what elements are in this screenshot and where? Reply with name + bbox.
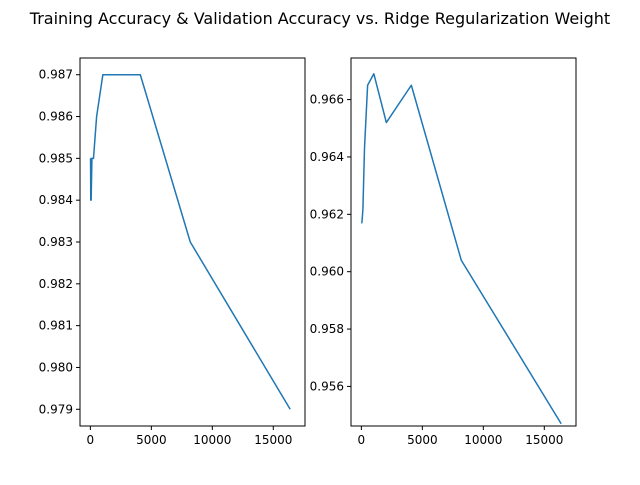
training-accuracy-x-tick-label: 15000 xyxy=(254,433,292,447)
training-accuracy-axes: 0 5000 10000 15000 0.979 0.980 0.981 0.982 0.983… xyxy=(39,57,306,447)
validation-accuracy-x-tick-label: 10000 xyxy=(464,433,502,447)
training-accuracy-y-tick-label: 0.984 xyxy=(39,193,73,207)
training-accuracy-y-tick-label: 0.983 xyxy=(39,235,73,249)
validation-accuracy-y-tick-label: 0.958 xyxy=(310,322,344,336)
training-accuracy-y-tick-label: 0.979 xyxy=(39,402,73,416)
training-accuracy-x-tick-label: 10000 xyxy=(193,433,231,447)
training-accuracy-y-tick-label: 0.986 xyxy=(39,110,73,124)
validation-accuracy-x-tick-label: 5000 xyxy=(407,433,438,447)
training-accuracy-y-tick-label: 0.985 xyxy=(39,151,73,165)
validation-accuracy-x-tick-label: 0 xyxy=(358,433,366,447)
figure-title: Training Accuracy & Validation Accuracy … xyxy=(29,9,610,28)
training-accuracy-x-tick-label: 0 xyxy=(87,433,95,447)
training-accuracy-y-tick-label: 0.987 xyxy=(39,68,73,82)
training-accuracy-series-line xyxy=(89,73,291,410)
training-accuracy-y-tick-label: 0.980 xyxy=(39,360,73,374)
validation-accuracy-x-tick-label: 15000 xyxy=(525,433,563,447)
training-accuracy-y-tick-label: 0.981 xyxy=(39,319,73,333)
validation-accuracy-y-tick-label: 0.962 xyxy=(310,207,344,221)
validation-accuracy-y-tick-label: 0.964 xyxy=(310,150,344,164)
validation-accuracy-axes-frame xyxy=(350,57,577,427)
training-accuracy-x-tick-label: 5000 xyxy=(136,433,167,447)
validation-accuracy-y-tick-label: 0.960 xyxy=(310,265,344,279)
training-accuracy-y-tick-label: 0.982 xyxy=(39,277,73,291)
validation-accuracy-y-tick-label: 0.956 xyxy=(310,379,344,393)
validation-accuracy-axes: 0 5000 10000 15000 0.956 0.958 0.960 0.962 0.964… xyxy=(310,57,577,447)
validation-accuracy-y-tick-label: 0.966 xyxy=(310,93,344,107)
validation-accuracy-series-line xyxy=(360,73,562,425)
